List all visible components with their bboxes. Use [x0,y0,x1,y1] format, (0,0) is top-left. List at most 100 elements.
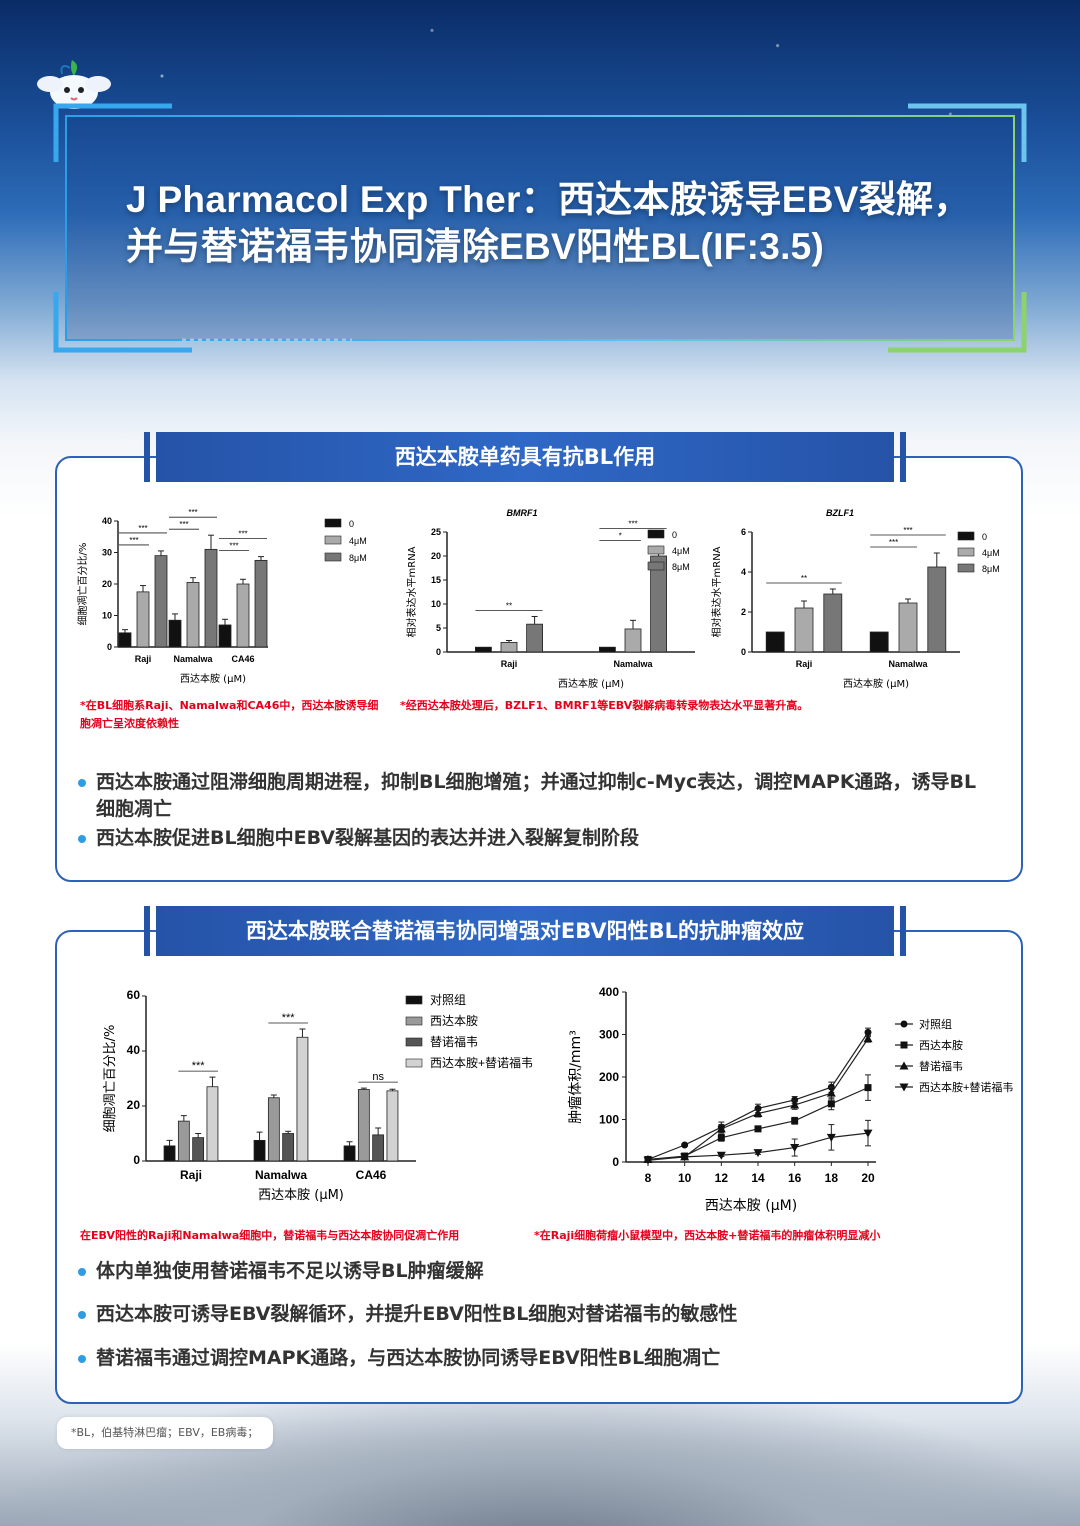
y-tick-label: 400 [599,985,619,999]
x-tick-label: CA46 [356,1168,387,1182]
y-tick-label: 15 [431,575,441,585]
legend-label: 西达本胺+替诺福韦 [919,1080,1013,1094]
bar [168,619,182,648]
x-tick-label: 14 [751,1171,765,1185]
y-axis-label: 相对表达水平mRNA [710,546,723,637]
x-tick-label: 12 [715,1171,729,1185]
figure-note-right: *经西达本胺处理后，BZLF1、BMRF1等EBV裂解病毒转录物表达水平显著升高… [400,699,809,712]
y-tick-label: 300 [599,1028,619,1042]
bar [296,1036,309,1162]
significance-label: *** [229,542,238,551]
y-tick-label: 2 [741,607,746,617]
bar [869,631,889,653]
legend-label: 4μM [349,536,367,546]
legend-swatch [405,995,423,1005]
legend-swatch [405,1016,423,1026]
data-point [863,1034,873,1043]
section-card-monotherapy [55,456,1023,882]
series-line [647,1087,869,1161]
data-point [681,1141,689,1149]
data-point [826,1088,836,1097]
legend-label: 西达本胺 [919,1038,963,1052]
legend-label: 8μM [982,564,1000,574]
bar [475,646,492,653]
bar [192,1137,205,1162]
figure-note-right: *在Raji细胞荷瘤小鼠模型中，西达本胺+替诺福韦的肿瘤体积明显减小 [534,1229,881,1242]
legend-swatch [647,529,665,539]
x-tick-label: 18 [825,1171,839,1185]
legend-swatch [647,561,665,571]
y-tick-label: 40 [127,1043,141,1057]
legend-label: 西达本胺 [430,1014,478,1028]
data-point [900,1041,908,1049]
y-tick-label: 6 [741,527,746,537]
combination-apoptosis-bar-chart: 0 20 40 60 Raji Namalwa CA46 *** *** ns 细胞凋亡百分比/% 西… [103,988,533,1203]
legend-swatch [957,563,975,573]
x-tick-label: Namalwa [888,659,928,669]
bar [218,624,232,648]
x-axis-label: 西达本胺 (μM) [705,1198,797,1214]
y-tick-label: 0 [133,1153,140,1167]
bar [372,1134,385,1162]
data-point [716,1151,726,1160]
significance-label: *** [889,538,898,547]
bar [794,607,814,653]
bar [253,1139,266,1162]
data-point [863,1129,873,1138]
legend-label: 西达本胺+替诺福韦 [430,1055,533,1070]
x-axis-label: 西达本胺 (μM) [180,672,246,685]
x-tick-label: Raji [796,659,813,669]
bar [898,602,918,653]
y-tick-label: 30 [102,548,112,558]
legend-swatch [405,1058,423,1068]
y-tick-label: 5 [436,623,441,633]
legend-label: 4μM [982,548,1000,558]
footnote: *BL，伯基特淋巴瘤；EBV，EB病毒； [57,1417,273,1449]
legend-label: 0 [349,519,354,529]
bar [650,555,668,653]
bar [163,1145,176,1162]
legend-label: 0 [982,532,987,542]
bar [282,1133,295,1162]
title-frame [53,103,1027,353]
bar [386,1090,399,1162]
bar [343,1145,356,1162]
y-tick-label: 20 [431,551,441,561]
data-point [826,1133,836,1142]
bar [765,631,785,653]
legend-label: 对照组 [919,1017,952,1031]
bullet-item: 西达本胺促进BL细胞中EBV裂解基因的表达并进入裂解复制阶段 [78,825,996,852]
starry-background [0,0,1080,380]
bar [357,1089,370,1162]
data-point [680,1153,690,1162]
significance-label: * [619,531,622,540]
bar [500,641,518,653]
y-tick-label: 10 [431,599,441,609]
bar [526,623,544,653]
data-point [717,1134,725,1142]
chart-title: BZLF1 [826,508,854,518]
data-point [790,1144,800,1153]
significance-label: *** [628,519,637,528]
significance-label: *** [179,520,188,529]
x-tick-label: CA46 [231,654,254,664]
y-tick-label: 10 [102,611,112,621]
x-axis-label: 西达本胺 (μM) [258,1188,344,1203]
y-tick-label: 4 [741,567,746,577]
bar [136,591,150,648]
significance-label: *** [138,524,147,533]
bar [154,555,168,648]
data-point [900,1020,908,1028]
bullet-dot-icon [78,1268,86,1276]
series-line [647,1038,869,1161]
x-tick-label: Namalwa [613,659,653,669]
y-tick-label: 60 [127,988,141,1002]
y-tick-label: 200 [599,1070,619,1084]
legend-label: 4μM [672,546,690,556]
x-tick-label: Namalwa [255,1168,307,1182]
data-point [643,1156,653,1165]
significance-label: *** [238,530,247,539]
bullet-item: 西达本胺可诱导EBV裂解循环，并提升EBV阳性BL细胞对替诺福韦的敏感性 [78,1301,996,1328]
significance-label: ns [372,1071,384,1083]
